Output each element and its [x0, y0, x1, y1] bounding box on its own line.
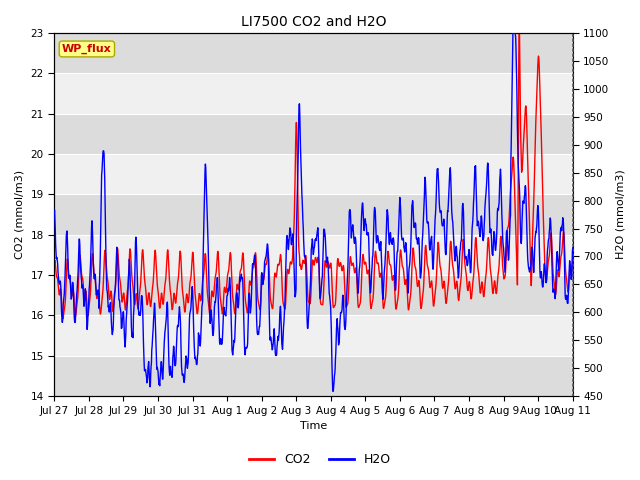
Bar	[54, 194, 573, 235]
Bar	[54, 154, 573, 194]
Y-axis label: H2O (mmol/m3): H2O (mmol/m3)	[615, 169, 625, 259]
Bar	[54, 315, 573, 356]
Bar	[54, 356, 573, 396]
Bar	[54, 235, 573, 275]
Bar	[54, 114, 573, 154]
Bar	[54, 275, 573, 315]
Bar	[54, 33, 573, 73]
X-axis label: Time: Time	[300, 421, 327, 432]
Bar	[54, 73, 573, 114]
Title: LI7500 CO2 and H2O: LI7500 CO2 and H2O	[241, 15, 387, 29]
Legend: CO2, H2O: CO2, H2O	[244, 448, 396, 471]
Y-axis label: CO2 (mmol/m3): CO2 (mmol/m3)	[15, 170, 25, 259]
Text: WP_flux: WP_flux	[62, 44, 112, 54]
